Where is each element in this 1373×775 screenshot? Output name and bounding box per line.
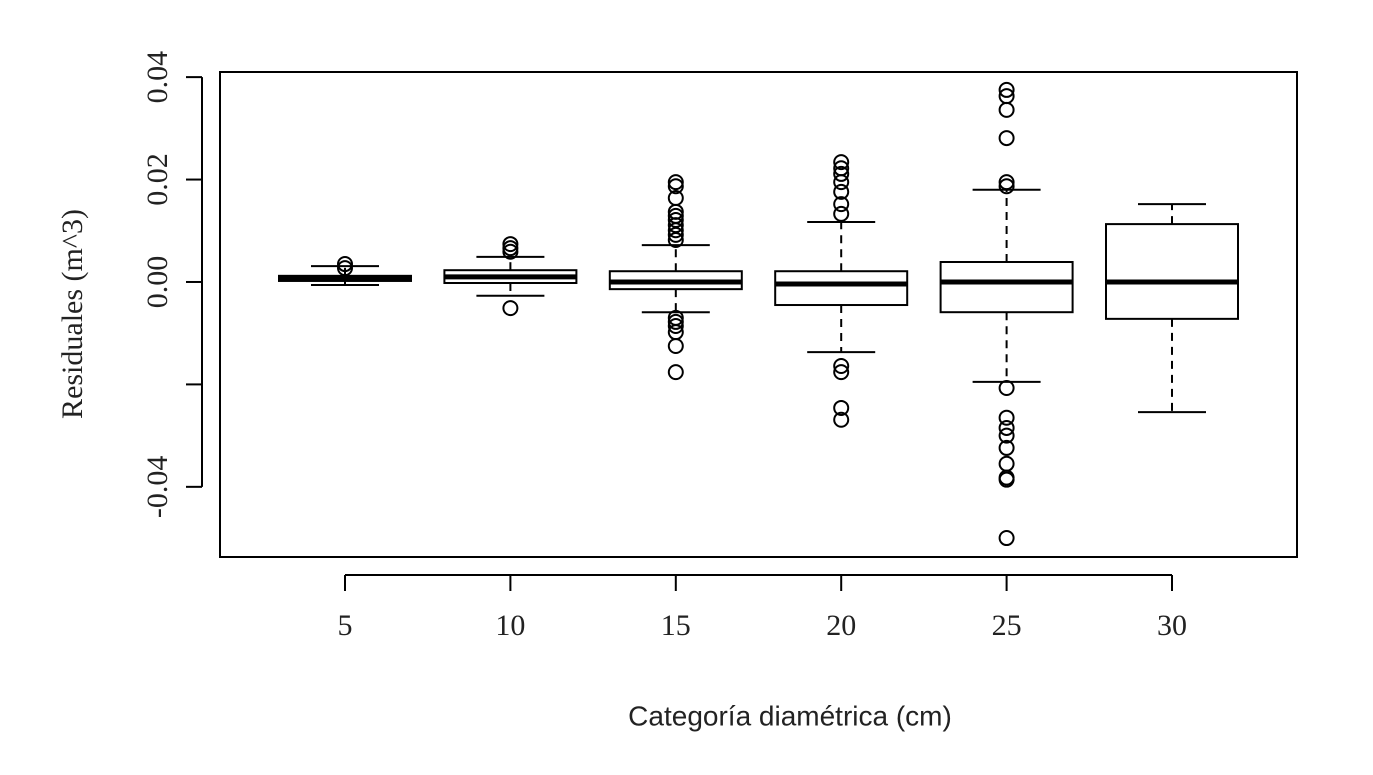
outlier bbox=[667, 222, 684, 239]
outlier bbox=[998, 471, 1015, 488]
box bbox=[774, 270, 909, 307]
outlier bbox=[667, 174, 684, 191]
outlier bbox=[998, 427, 1015, 444]
outlier bbox=[998, 81, 1015, 98]
outlier bbox=[833, 411, 850, 428]
x-tick-label: 10 bbox=[495, 609, 525, 642]
y-tick-label: 0.04 bbox=[141, 51, 174, 104]
x-tick-label: 20 bbox=[826, 609, 856, 642]
outlier bbox=[833, 364, 850, 381]
outlier bbox=[667, 178, 684, 195]
outlier bbox=[337, 256, 353, 273]
outlier bbox=[667, 313, 684, 330]
outlier bbox=[998, 439, 1015, 456]
outlier bbox=[998, 101, 1015, 118]
outlier bbox=[998, 174, 1015, 191]
outlier bbox=[502, 243, 519, 260]
outlier bbox=[833, 174, 850, 191]
y-tick-label: -0.04 bbox=[141, 456, 174, 518]
x-axis-title: Categoría diamétrica (cm) bbox=[628, 700, 952, 731]
outlier bbox=[337, 260, 353, 277]
y-tick-label: 0.00 bbox=[141, 256, 174, 309]
outlier bbox=[998, 178, 1015, 195]
x-tick-label: 25 bbox=[992, 609, 1022, 642]
box bbox=[1105, 223, 1239, 320]
outlier bbox=[833, 357, 850, 374]
outlier bbox=[998, 379, 1015, 396]
outlier bbox=[998, 455, 1015, 472]
outlier bbox=[998, 530, 1015, 547]
outlier bbox=[833, 165, 850, 182]
outlier bbox=[502, 300, 519, 317]
y-axis-title: Residuales (m^3) bbox=[56, 209, 89, 419]
outlier bbox=[998, 419, 1015, 436]
outlier bbox=[833, 154, 850, 171]
outlier bbox=[833, 399, 850, 416]
outlier bbox=[667, 226, 684, 243]
outlier bbox=[667, 231, 684, 248]
outlier bbox=[667, 318, 684, 335]
outlier bbox=[833, 196, 850, 213]
outlier bbox=[667, 337, 684, 354]
x-tick-label: 15 bbox=[661, 609, 691, 642]
x-tick-label: 30 bbox=[1157, 609, 1187, 642]
x-tick-label: 5 bbox=[338, 609, 353, 642]
outlier bbox=[998, 409, 1015, 426]
outlier bbox=[833, 183, 850, 200]
outlier bbox=[502, 236, 519, 253]
y-tick-label: 0.02 bbox=[141, 153, 174, 206]
outlier bbox=[833, 205, 850, 222]
outlier bbox=[667, 364, 684, 381]
outlier bbox=[998, 130, 1015, 147]
plot-frame bbox=[219, 71, 1298, 558]
box bbox=[939, 261, 1074, 314]
